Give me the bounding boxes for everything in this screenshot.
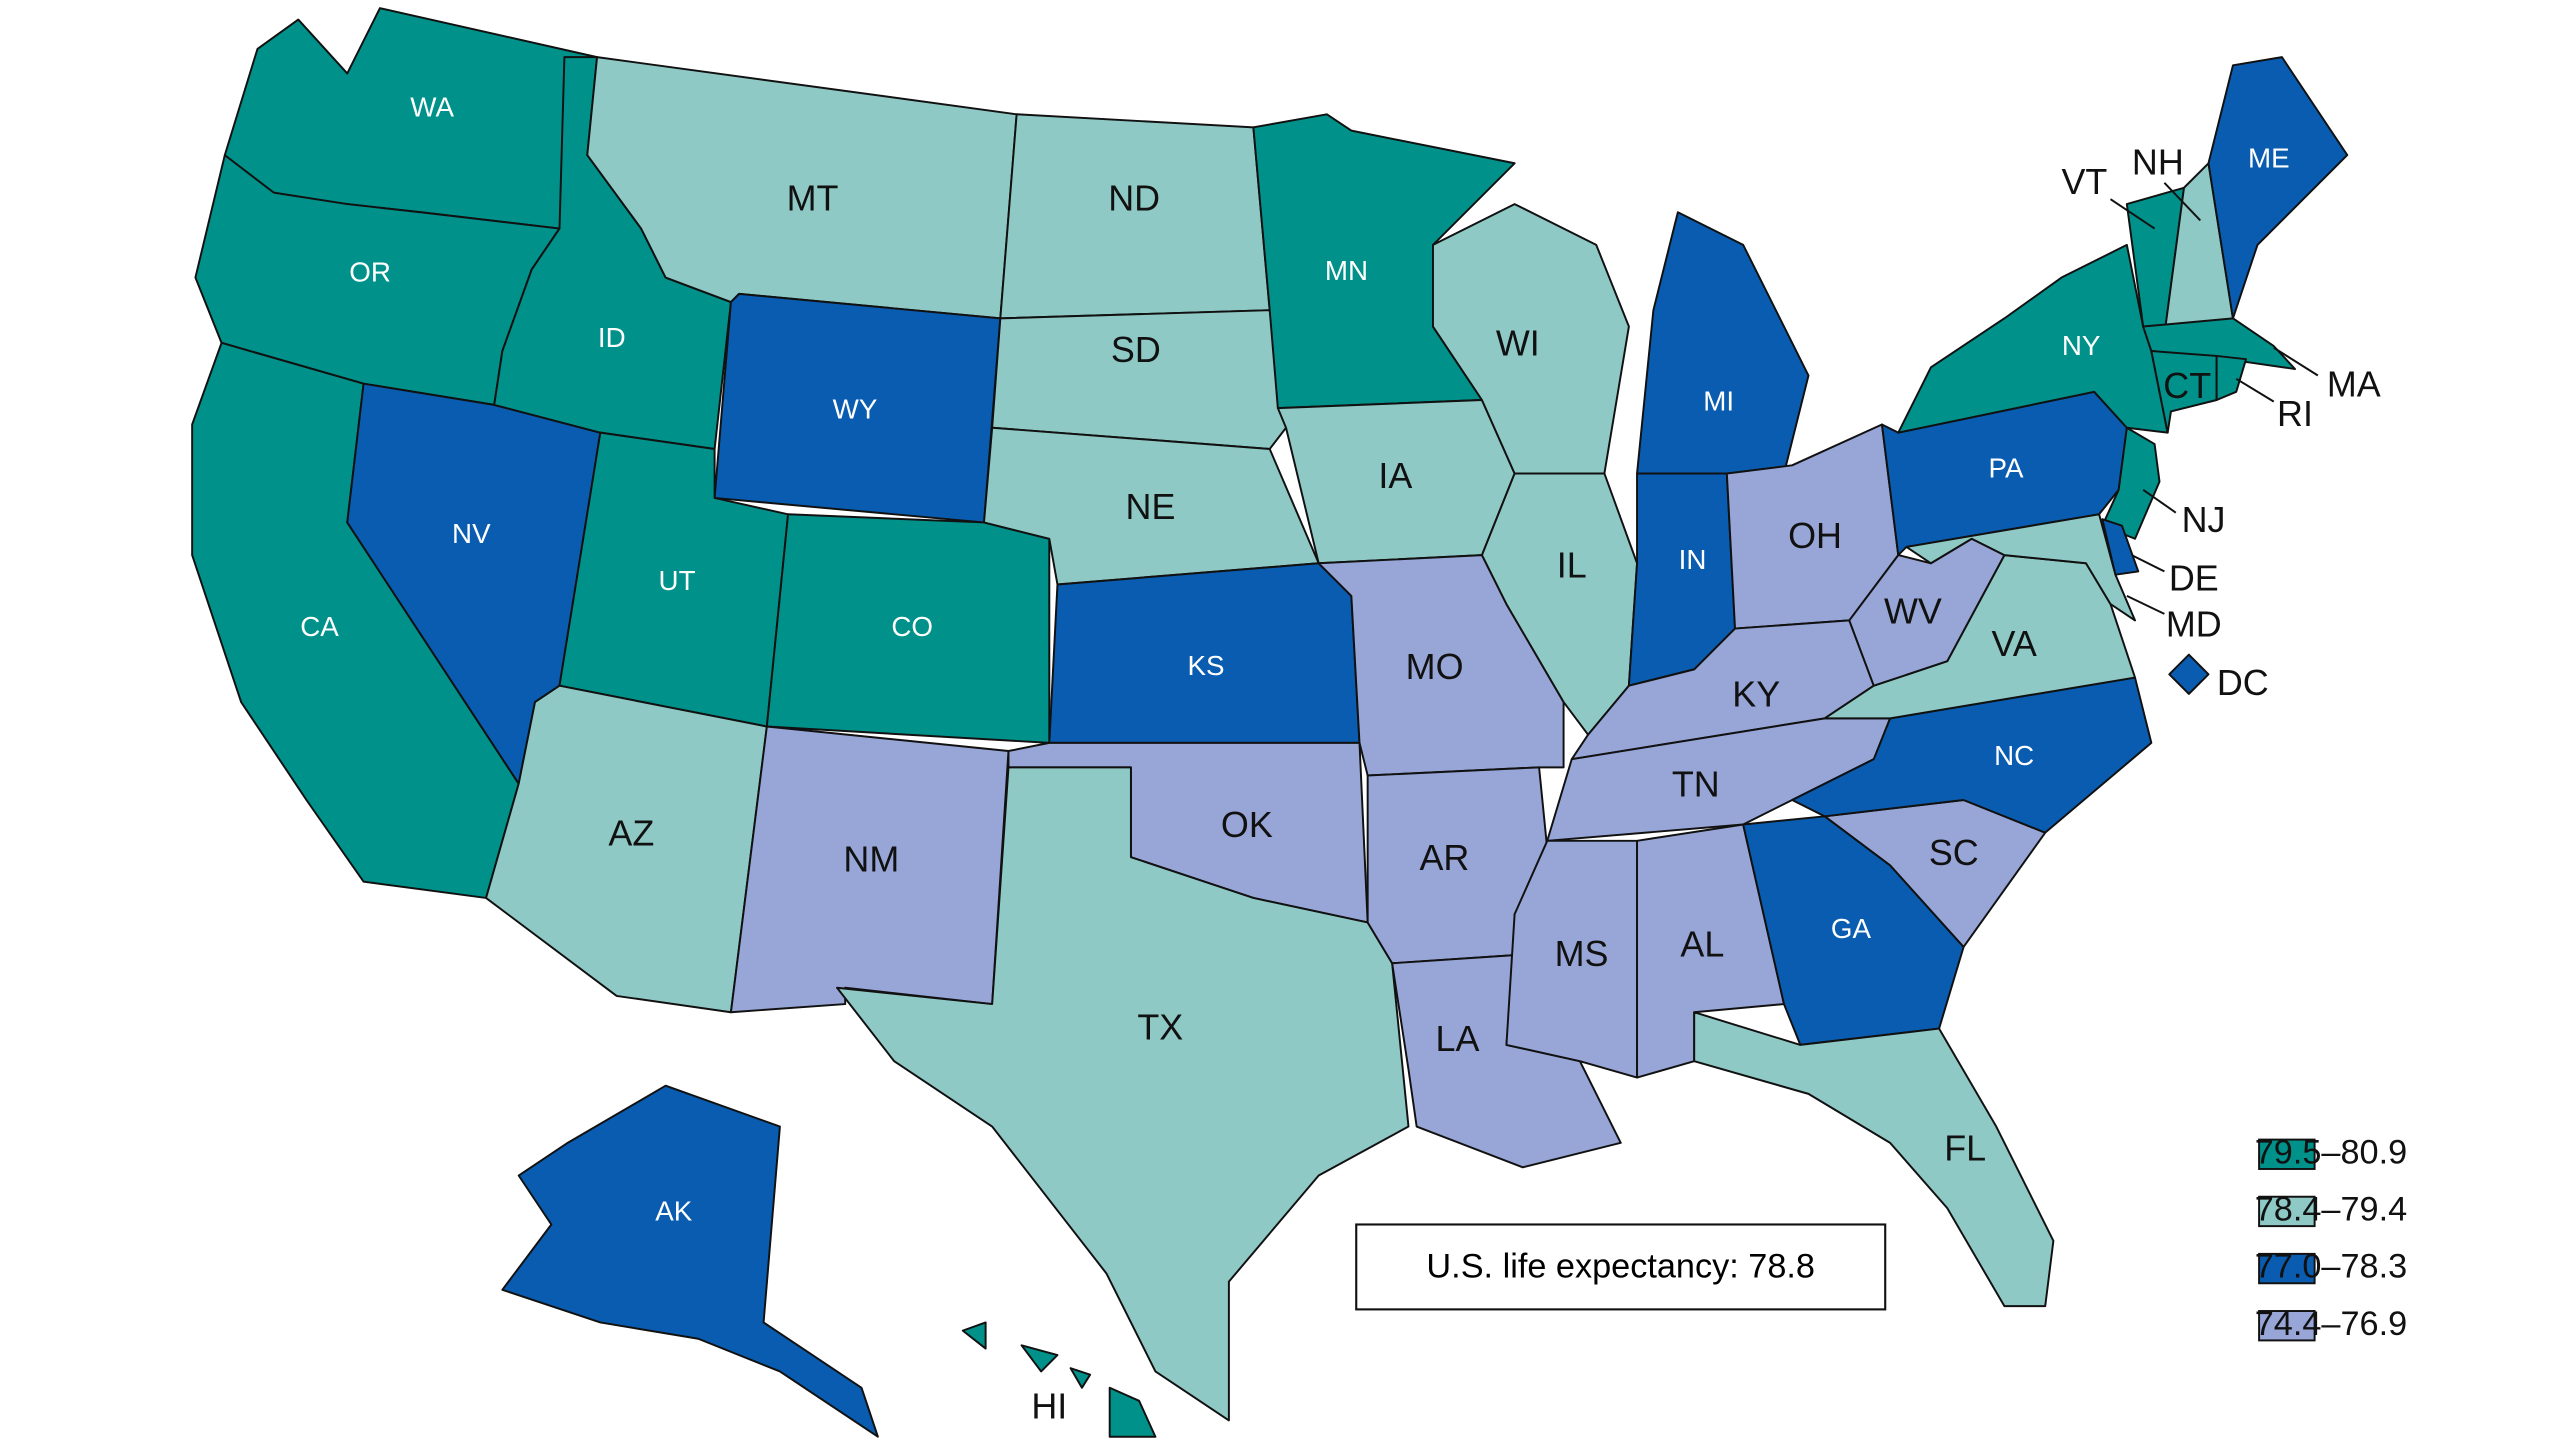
state bbox=[1108, 1386, 1157, 1438]
state-label: GA bbox=[1831, 913, 1872, 944]
state-label: KY bbox=[1732, 674, 1780, 715]
state bbox=[1905, 513, 2136, 622]
state-label: WA bbox=[410, 92, 454, 123]
state bbox=[2207, 56, 2349, 320]
legend-label: 74.4–76.9 bbox=[2255, 1305, 2407, 1343]
state-label: SD bbox=[1111, 329, 1161, 370]
state-label: CT bbox=[2163, 365, 2211, 406]
state-label: FL bbox=[1944, 1128, 1986, 1169]
leader-line bbox=[2142, 488, 2177, 514]
state-part bbox=[1069, 1367, 1092, 1389]
leader-line bbox=[2131, 554, 2165, 573]
legend-swatch bbox=[2258, 1252, 2316, 1285]
leader-line bbox=[2109, 198, 2156, 230]
state-label: NV bbox=[452, 518, 491, 549]
state-label: AR bbox=[1419, 837, 1469, 878]
state-label: OH bbox=[1788, 515, 1842, 556]
leader-line bbox=[2126, 595, 2165, 615]
state-label: AZ bbox=[608, 812, 654, 853]
state-label: VT bbox=[2061, 161, 2107, 202]
state bbox=[2168, 653, 2210, 695]
state-label: KS bbox=[1188, 650, 1225, 681]
state bbox=[713, 292, 1002, 524]
state-label: ID bbox=[598, 322, 626, 353]
state-label: OK bbox=[1221, 804, 1273, 845]
state bbox=[765, 513, 1051, 744]
state-label: MT bbox=[787, 177, 839, 218]
leader-line bbox=[2235, 377, 2275, 403]
state bbox=[836, 766, 1410, 1422]
state-label: MO bbox=[1406, 646, 1464, 687]
state-label: TX bbox=[1137, 1007, 1183, 1048]
state-label: NH bbox=[2132, 141, 2184, 182]
state-label: WI bbox=[1496, 323, 1540, 364]
state-label: AK bbox=[655, 1195, 693, 1226]
legend-swatch bbox=[2258, 1138, 2316, 1170]
annotation: U.S. life expectancy: 78.8 bbox=[1426, 1248, 1815, 1286]
state-label: MS bbox=[1555, 933, 1609, 974]
state-label: DC bbox=[2217, 662, 2269, 703]
state bbox=[1791, 676, 2153, 834]
state-label: WV bbox=[1884, 590, 1942, 631]
state-label: NE bbox=[1126, 486, 1176, 527]
legend-swatch bbox=[2258, 1310, 2316, 1342]
state bbox=[991, 309, 1288, 450]
legend-swatch bbox=[2258, 1195, 2316, 1228]
state-label: ME bbox=[2248, 142, 2290, 173]
state-label: WY bbox=[833, 394, 878, 425]
legend-label: 79.5–80.9 bbox=[2255, 1133, 2407, 1171]
state-label: CA bbox=[300, 611, 339, 642]
state-label: MA bbox=[2327, 363, 2381, 404]
state bbox=[1636, 211, 1810, 475]
state-label: HI bbox=[1031, 1385, 1067, 1426]
state-label: MN bbox=[1325, 255, 1368, 286]
legend: 79.5–80.9 78.4–79.4 77.0–78.3 74.4–76.9 bbox=[2255, 1133, 2407, 1342]
state-labels: WA OR CA NV ID MT WY UT CO AZ NM ND SD NE KS OK TX MN IA MO… bbox=[300, 92, 2381, 1427]
leader-lines bbox=[2109, 182, 2319, 615]
state-label: IL bbox=[1557, 545, 1587, 586]
state bbox=[501, 1084, 879, 1438]
state-label: CO bbox=[891, 611, 933, 642]
state-part bbox=[961, 1321, 987, 1350]
state bbox=[1693, 1011, 2055, 1308]
state-label: OR bbox=[349, 257, 391, 288]
state-label: VA bbox=[1992, 623, 2037, 664]
leader-line bbox=[2273, 346, 2319, 377]
state bbox=[2101, 426, 2161, 540]
annotation-box bbox=[1355, 1223, 1887, 1311]
state-label: SC bbox=[1929, 832, 1979, 873]
state-label: ND bbox=[1108, 177, 1160, 218]
state-label: PA bbox=[1989, 453, 2024, 484]
state bbox=[2215, 354, 2248, 401]
state-label: MD bbox=[2166, 603, 2222, 644]
state-label: IA bbox=[1378, 455, 1412, 496]
state-part bbox=[1020, 1344, 1059, 1373]
state-label: NC bbox=[1994, 740, 2034, 771]
state-label: NY bbox=[2062, 330, 2101, 361]
leader-line bbox=[2163, 182, 2202, 222]
state-label: RI bbox=[2277, 393, 2313, 434]
legend-label: 77.0–78.3 bbox=[2255, 1248, 2407, 1286]
state bbox=[2150, 350, 2218, 434]
state-label: LA bbox=[1435, 1018, 1479, 1059]
state-label: DE bbox=[2169, 558, 2219, 599]
legend-label: 78.4–79.4 bbox=[2255, 1190, 2407, 1228]
state-label: AL bbox=[1680, 923, 1724, 964]
state bbox=[1897, 243, 2169, 434]
state-label: NM bbox=[843, 839, 899, 880]
state-label: UT bbox=[659, 565, 696, 596]
state-label: TN bbox=[1672, 763, 1720, 804]
state-label: NJ bbox=[2182, 499, 2226, 540]
state-label: MI bbox=[1703, 386, 1734, 417]
states bbox=[191, 7, 2349, 1438]
state-label: IN bbox=[1679, 544, 1707, 575]
